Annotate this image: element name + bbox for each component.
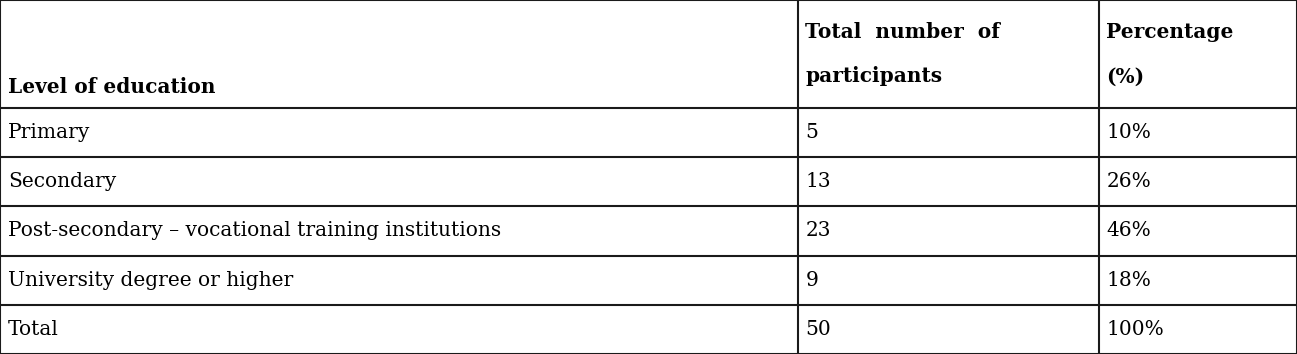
Text: 23: 23 [805,222,831,240]
Text: 10%: 10% [1106,123,1152,142]
Text: 18%: 18% [1106,271,1152,290]
Text: Total: Total [8,320,58,339]
Text: (%): (%) [1106,67,1144,86]
Text: Primary: Primary [8,123,91,142]
Text: 13: 13 [805,172,831,191]
Text: Post-secondary – vocational training institutions: Post-secondary – vocational training ins… [8,222,501,240]
Text: 26%: 26% [1106,172,1152,191]
Text: participants: participants [805,67,943,86]
Text: 50: 50 [805,320,831,339]
Text: Level of education: Level of education [8,78,215,97]
Text: 100%: 100% [1106,320,1165,339]
Text: 46%: 46% [1106,222,1152,240]
Text: 9: 9 [805,271,818,290]
Text: 5: 5 [805,123,818,142]
Text: University degree or higher: University degree or higher [8,271,293,290]
Text: Percentage: Percentage [1106,22,1233,41]
Text: Secondary: Secondary [8,172,115,191]
Text: Total  number  of: Total number of [805,22,1000,41]
